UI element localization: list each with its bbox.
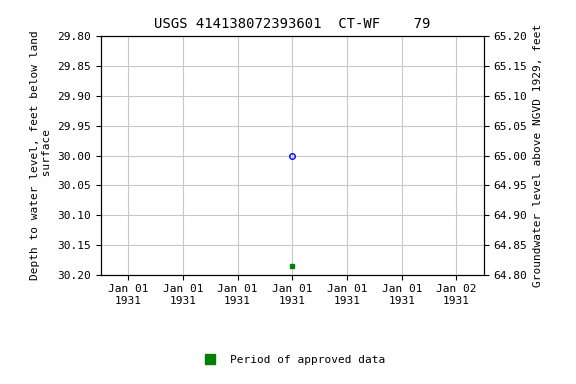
Y-axis label: Groundwater level above NGVD 1929, feet: Groundwater level above NGVD 1929, feet <box>533 24 543 287</box>
Legend: Period of approved data: Period of approved data <box>195 350 390 369</box>
Title: USGS 414138072393601  CT-WF    79: USGS 414138072393601 CT-WF 79 <box>154 17 430 31</box>
Y-axis label: Depth to water level, feet below land
 surface: Depth to water level, feet below land su… <box>30 31 52 280</box>
